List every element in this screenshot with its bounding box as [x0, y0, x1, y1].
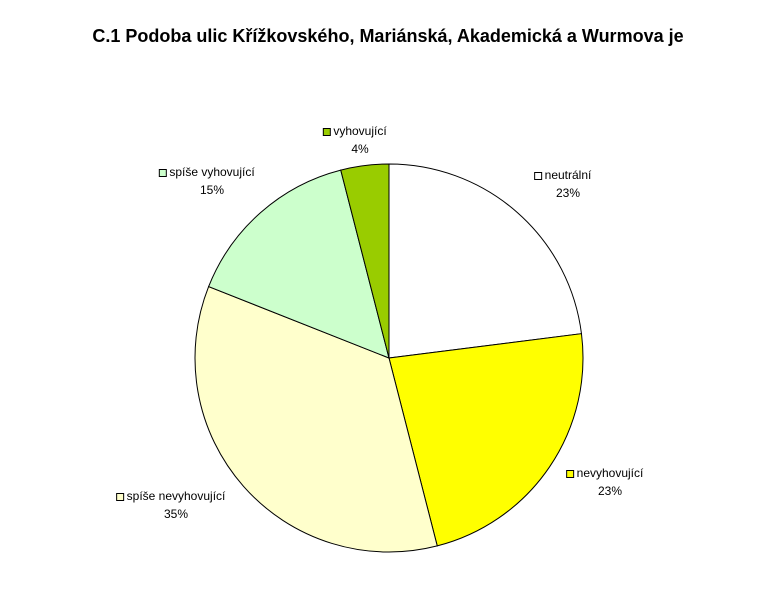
- slice-label: vyhovující: [333, 124, 387, 138]
- pie-slice: [207, 169, 390, 359]
- pie-slice: [340, 163, 390, 359]
- value-label: 35%: [164, 507, 188, 521]
- legend-swatch: [322, 128, 331, 136]
- legend-swatch: [116, 493, 125, 501]
- value-label: 15%: [200, 183, 224, 197]
- value-label: 4%: [351, 142, 369, 156]
- slice-label: nevyhovující: [577, 466, 644, 480]
- pie-slice: [194, 285, 438, 553]
- chart-title: C.1 Podoba ulic Křížkovského, Mariánská,…: [92, 26, 683, 46]
- slice-label: neutrální: [545, 168, 592, 182]
- pie-slice: [388, 163, 583, 359]
- value-label: 23%: [598, 484, 622, 498]
- legend-swatch: [158, 169, 167, 177]
- legend-swatch: [566, 470, 575, 478]
- value-label: 23%: [556, 186, 580, 200]
- legend-swatch: [534, 172, 543, 180]
- slice-label: spíše nevyhovující: [127, 489, 226, 503]
- pie-slice: [388, 333, 584, 547]
- slice-label: spíše vyhovující: [169, 165, 255, 179]
